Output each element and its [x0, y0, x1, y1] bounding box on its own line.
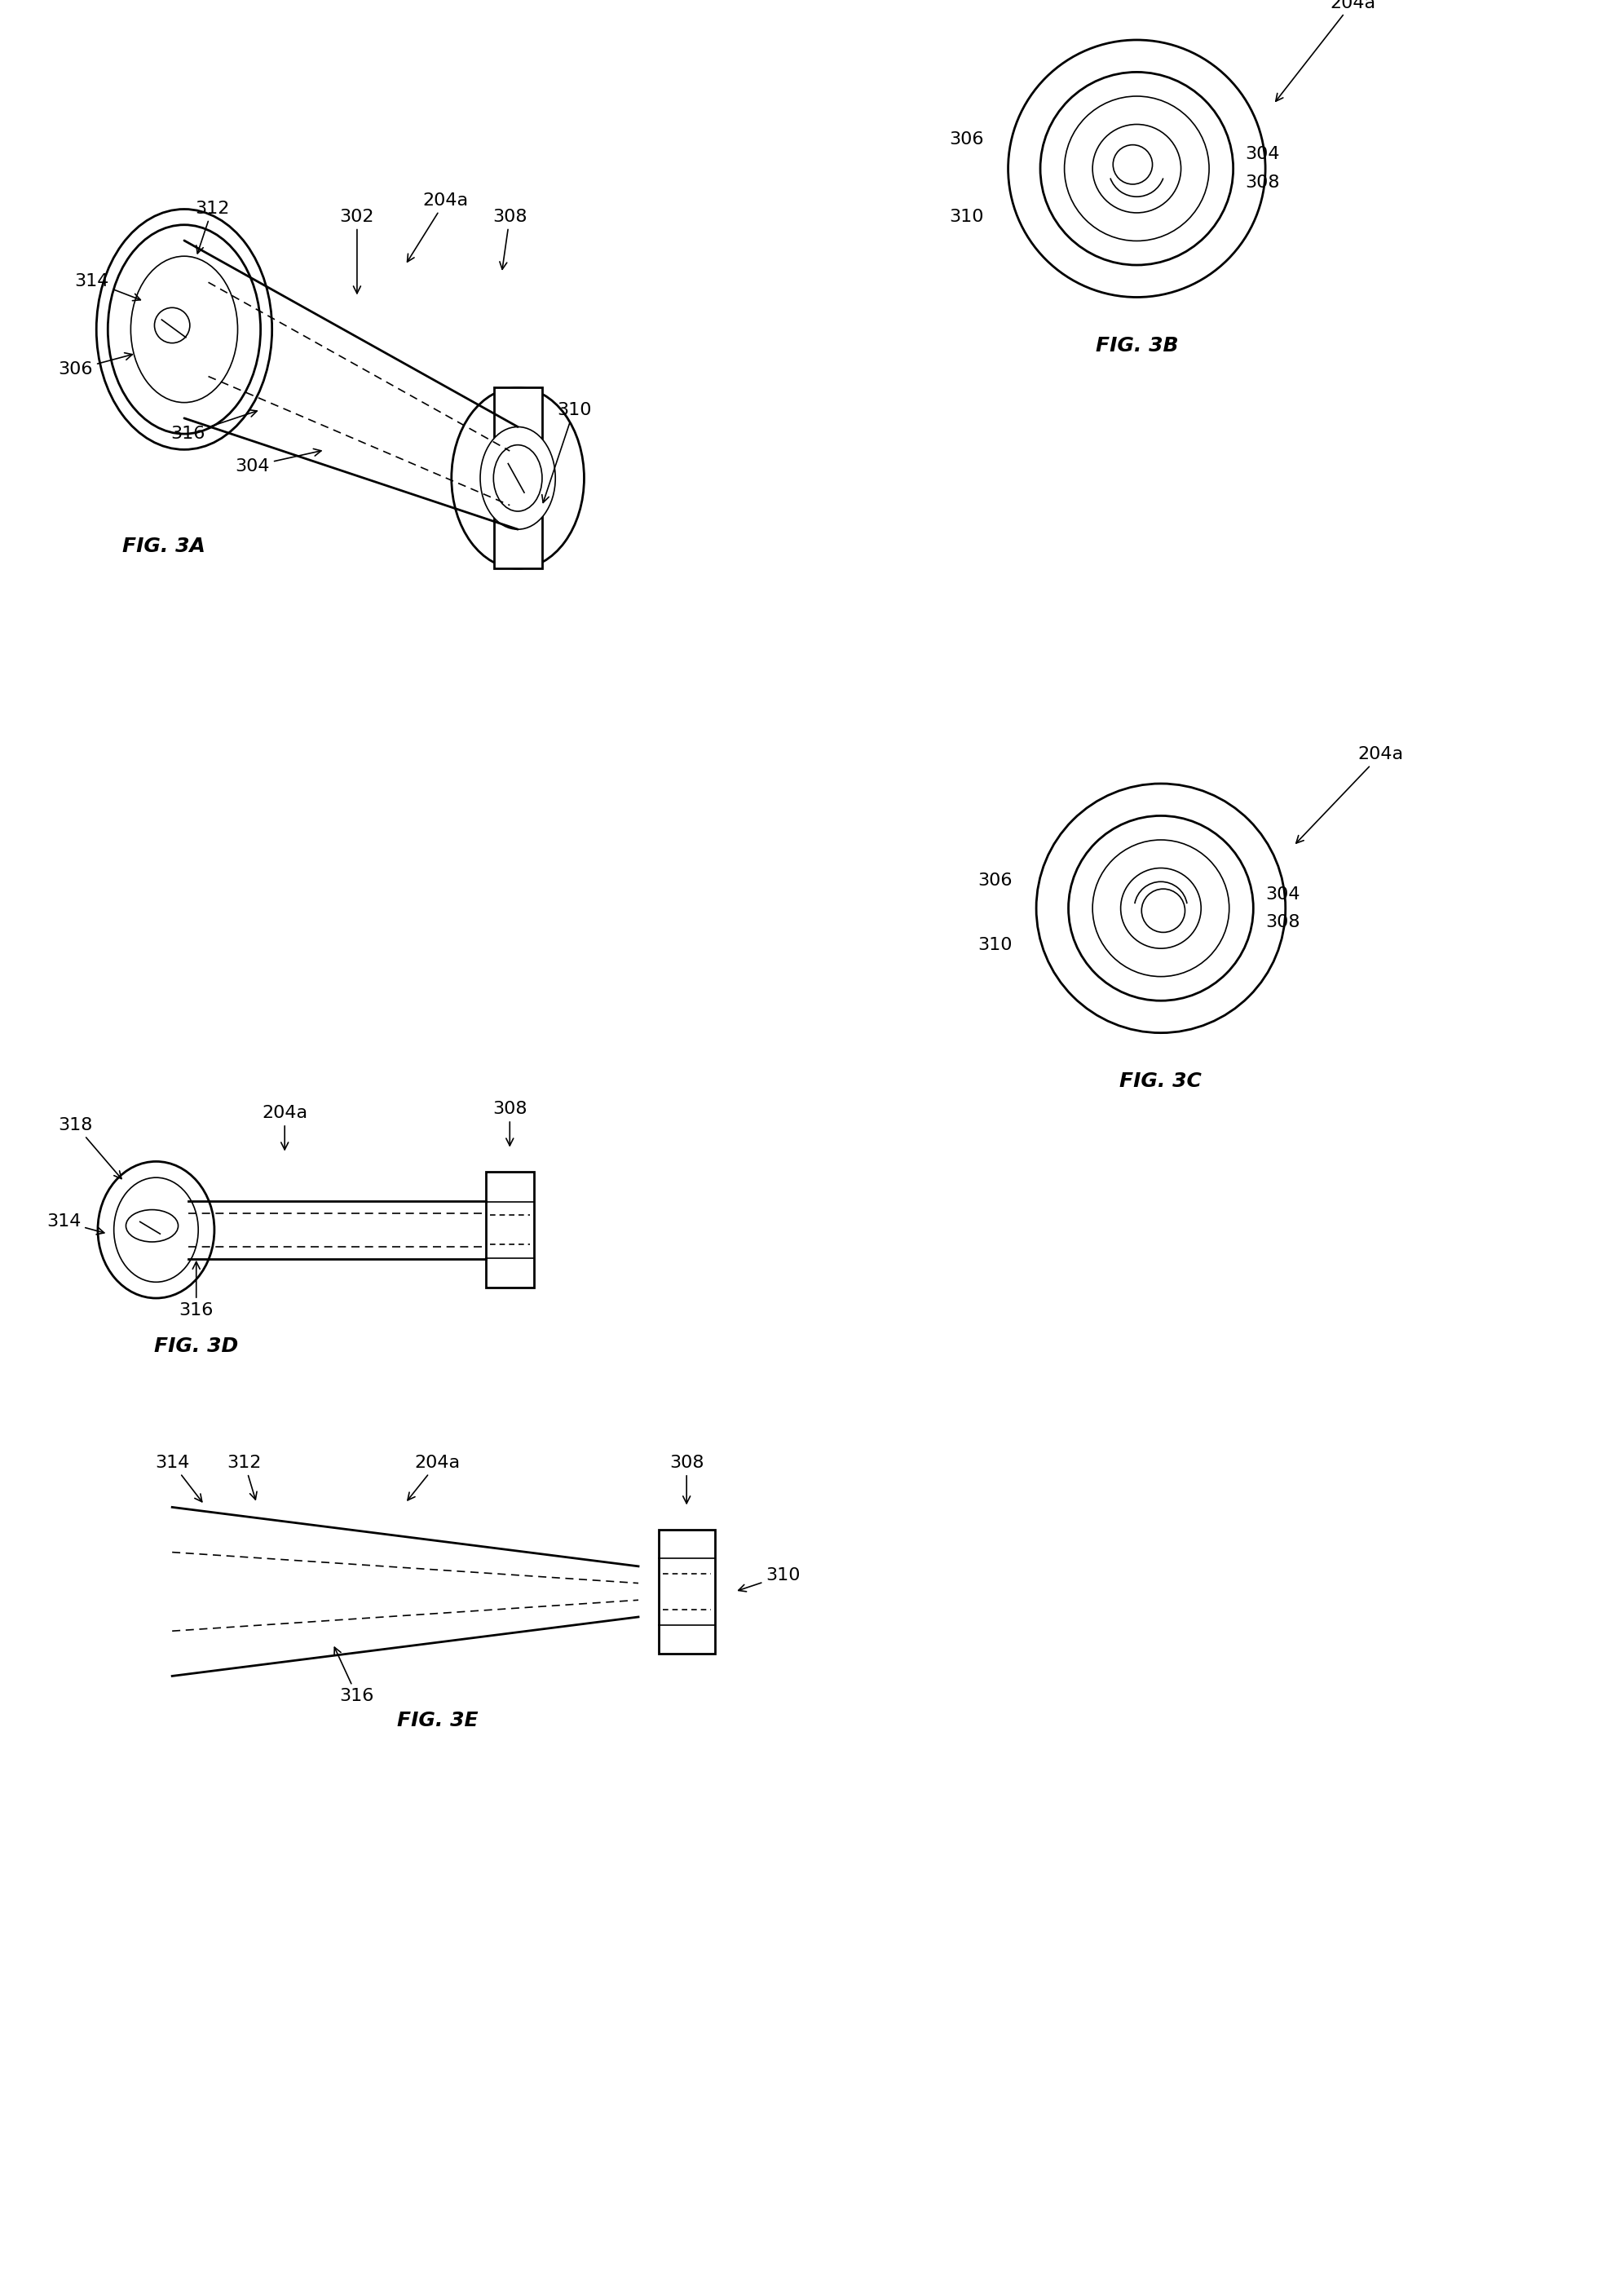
Text: 308: 308 — [1246, 175, 1280, 191]
Text: 204a: 204a — [1276, 0, 1376, 102]
Text: 204a: 204a — [408, 193, 468, 262]
Circle shape — [1009, 41, 1265, 298]
Text: 204a: 204a — [1296, 746, 1403, 844]
Text: 314: 314 — [47, 1213, 104, 1235]
Circle shape — [154, 307, 190, 344]
Text: 316: 316 — [335, 1647, 374, 1704]
Circle shape — [1036, 783, 1286, 1033]
Circle shape — [1093, 125, 1181, 214]
Text: 314: 314 — [154, 1454, 201, 1502]
Text: FIG. 3D: FIG. 3D — [154, 1338, 239, 1356]
Text: 310: 310 — [978, 937, 1012, 953]
Text: 308: 308 — [492, 209, 528, 268]
Text: 304: 304 — [1246, 146, 1280, 162]
Text: 308: 308 — [492, 1101, 528, 1147]
Ellipse shape — [494, 446, 542, 512]
Bar — [486, 1172, 534, 1288]
Ellipse shape — [114, 1178, 198, 1283]
Text: 308: 308 — [1265, 915, 1299, 930]
Text: 302: 302 — [339, 209, 375, 293]
Text: 312: 312 — [227, 1454, 261, 1499]
Text: 304: 304 — [1265, 887, 1299, 903]
Text: 306: 306 — [950, 132, 984, 148]
Circle shape — [1142, 890, 1186, 933]
Text: FIG. 3C: FIG. 3C — [1119, 1072, 1202, 1092]
Circle shape — [1121, 869, 1202, 949]
Circle shape — [1041, 73, 1233, 266]
Circle shape — [1064, 96, 1210, 241]
Text: FIG. 3A: FIG. 3A — [122, 537, 206, 555]
Ellipse shape — [132, 257, 237, 403]
Text: 310: 310 — [739, 1567, 801, 1592]
Text: 310: 310 — [542, 403, 591, 503]
Text: FIG. 3E: FIG. 3E — [396, 1711, 477, 1729]
Ellipse shape — [97, 1163, 214, 1299]
Ellipse shape — [127, 1210, 179, 1242]
Text: 316: 316 — [171, 410, 257, 441]
Text: 308: 308 — [669, 1454, 703, 1504]
Text: 306: 306 — [978, 871, 1012, 890]
Text: 316: 316 — [179, 1263, 213, 1319]
Text: 318: 318 — [58, 1117, 122, 1178]
Ellipse shape — [481, 428, 555, 530]
Circle shape — [1093, 839, 1229, 976]
Text: 304: 304 — [235, 448, 322, 473]
Ellipse shape — [451, 387, 585, 569]
Text: 310: 310 — [950, 209, 984, 225]
Text: 306: 306 — [58, 353, 132, 378]
Circle shape — [1069, 817, 1254, 1001]
Ellipse shape — [107, 225, 260, 435]
Text: 314: 314 — [75, 273, 141, 300]
Text: 204a: 204a — [261, 1106, 307, 1149]
Bar — [658, 1529, 715, 1654]
FancyBboxPatch shape — [494, 387, 542, 569]
Text: 312: 312 — [195, 200, 229, 253]
Text: 204a: 204a — [408, 1454, 460, 1499]
Circle shape — [1112, 146, 1153, 184]
Text: FIG. 3B: FIG. 3B — [1095, 337, 1177, 355]
